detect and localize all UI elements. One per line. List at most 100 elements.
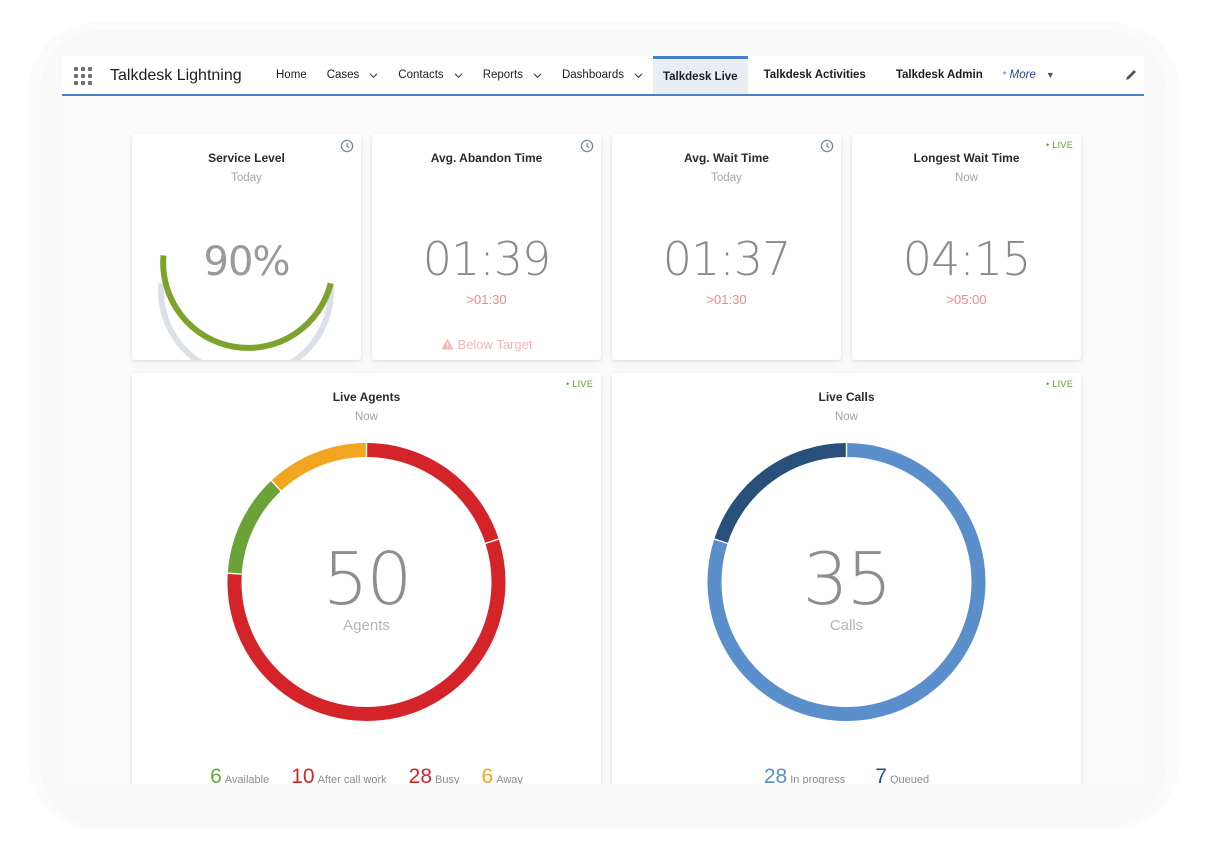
service-level-gauge	[158, 255, 334, 360]
agents-legend: 6 Available 10 After call work 28 Busy 6 Awa…	[132, 765, 601, 784]
agents-total: 50	[322, 537, 413, 621]
card-title: Longest Wait Time	[913, 151, 1020, 165]
warning-triangle-icon	[441, 338, 454, 350]
legend-value: 28	[408, 765, 433, 784]
caret-down-icon[interactable]: ▼	[1045, 70, 1055, 80]
live-agents-card: • LIVE Live Agents Now 50 Agents 6 Availa…	[132, 373, 601, 784]
pencil-edit-icon[interactable]	[1124, 68, 1138, 82]
launcher-dot	[74, 74, 78, 78]
launcher-dot	[81, 81, 85, 85]
legend-value: 6	[210, 765, 222, 784]
nav-tab-home[interactable]: Home	[266, 56, 317, 94]
launcher-dot	[81, 74, 85, 78]
nav-tab-label: Home	[276, 69, 307, 81]
live-calls-card: • LIVE Live Calls Now 35 Calls 28 In prog…	[612, 373, 1081, 784]
nav-tab-label: Contacts	[398, 69, 444, 81]
status-indicator: Below Target	[372, 337, 601, 352]
legend-after-call-work: 10 After call work	[291, 765, 386, 784]
legend-value: 6	[481, 765, 494, 784]
agents-total-label: Agents	[343, 617, 390, 634]
legend-busy: 28 Busy	[409, 765, 460, 784]
donut-segment-available	[227, 481, 281, 574]
legend-value: 10	[291, 765, 315, 784]
live-badge: • LIVE	[566, 379, 593, 389]
status-text: Below Target	[457, 337, 533, 352]
nav-tab-talkdesk-activities[interactable]: Talkdesk Activities	[748, 56, 876, 94]
chevron-down-icon[interactable]	[454, 71, 463, 80]
nav-more-menu[interactable]: * More ▼	[993, 56, 1065, 94]
card-subtitle: Now	[354, 411, 378, 423]
card-subtitle: Today	[231, 172, 262, 184]
avg-wait-time-value: 01:37	[662, 232, 792, 286]
clock-icon[interactable]	[820, 139, 834, 153]
live-badge: • LIVE	[1046, 140, 1073, 150]
donut-segment-busy	[227, 539, 506, 721]
launcher-dot	[88, 67, 92, 71]
longest-wait-time-card: • LIVE Longest Wait Time Now 04:15 >05:0…	[852, 134, 1081, 360]
gauge-fill	[160, 255, 334, 351]
clock-icon[interactable]	[580, 139, 594, 153]
card-subtitle: Now	[834, 411, 858, 423]
app-launcher-grid-icon[interactable]	[74, 67, 92, 85]
chevron-down-icon[interactable]	[533, 71, 542, 80]
donut-segment-after-call-work	[367, 443, 499, 543]
launcher-dot	[74, 67, 78, 71]
nav-tab-label: Talkdesk Live	[662, 70, 738, 83]
legend-label: Away	[496, 774, 523, 784]
nav-tab-talkdesk-admin[interactable]: Talkdesk Admin	[876, 56, 993, 94]
donut-segment-away	[271, 443, 366, 491]
legend-label: Queued	[889, 774, 930, 784]
legend-in-progress: 28 In progress	[764, 765, 845, 784]
legend-available: 6 Available	[210, 765, 269, 784]
service-level-value: 90%	[203, 239, 291, 285]
card-title: Avg. Abandon Time	[430, 151, 543, 165]
app-name: Talkdesk Lightning	[110, 67, 242, 84]
target-threshold: >05:00	[946, 292, 987, 307]
card-subtitle: Now	[954, 172, 978, 184]
service-level-card: Service Level Today 90%	[132, 134, 361, 360]
nav-tab-label: Reports	[482, 69, 523, 81]
calls-legend: 28 In progress 7 Queued	[612, 765, 1081, 784]
legend-value: 28	[763, 765, 788, 784]
legend-label: Busy	[435, 774, 460, 784]
clock-icon[interactable]	[340, 139, 354, 153]
donut-segment-queued	[714, 443, 846, 543]
chevron-down-icon[interactable]	[369, 71, 378, 80]
launcher-dot	[88, 81, 92, 85]
nav-tab-label: Talkdesk Activities	[763, 69, 866, 81]
nav-tab-dashboards[interactable]: Dashboards	[552, 56, 653, 94]
launcher-dot	[74, 81, 78, 85]
calls-total: 35	[802, 537, 893, 621]
chevron-down-icon[interactable]	[634, 71, 643, 80]
nav-more-label: More	[1009, 69, 1036, 81]
target-threshold: >01:30	[466, 292, 507, 307]
nav-tab-talkdesk-live[interactable]: Talkdesk Live	[652, 56, 748, 94]
legend-label: In progress	[790, 774, 846, 784]
unsaved-marker: *	[1002, 69, 1007, 81]
nav-tab-cases[interactable]: Cases	[317, 56, 389, 94]
live-agents-donut	[227, 443, 506, 721]
avg-abandon-time-card: Avg. Abandon Time 01:39 >01:30 Below Tar…	[372, 134, 601, 360]
legend-value: 7	[875, 765, 887, 784]
legend-away: 6 Away	[482, 765, 523, 784]
legend-label: Available	[224, 774, 270, 784]
donut-segment-in-progress	[707, 443, 986, 721]
card-title: Service Level	[208, 151, 285, 165]
launcher-dot	[81, 67, 85, 71]
card-title: Live Agents	[332, 390, 401, 404]
legend-label: After call work	[317, 774, 387, 784]
target-threshold: >01:30	[706, 292, 747, 307]
launcher-dot	[88, 74, 92, 78]
longest-wait-time-value: 04:15	[902, 232, 1032, 286]
app-screen: Talkdesk Lightning Home Cases Contacts R…	[62, 56, 1144, 784]
nav-tab-label: Cases	[326, 69, 360, 81]
nav-tab-label: Talkdesk Admin	[895, 69, 983, 81]
nav-tabs: Home Cases Contacts Reports Dashboards T…	[266, 56, 1065, 94]
gauge-track	[158, 283, 334, 360]
card-subtitle: Today	[711, 172, 742, 184]
nav-tab-reports[interactable]: Reports	[473, 56, 552, 94]
calls-total-label: Calls	[829, 617, 864, 634]
card-title: Avg. Wait Time	[684, 151, 769, 165]
nav-tab-contacts[interactable]: Contacts	[388, 56, 472, 94]
card-title: Live Calls	[818, 390, 875, 404]
